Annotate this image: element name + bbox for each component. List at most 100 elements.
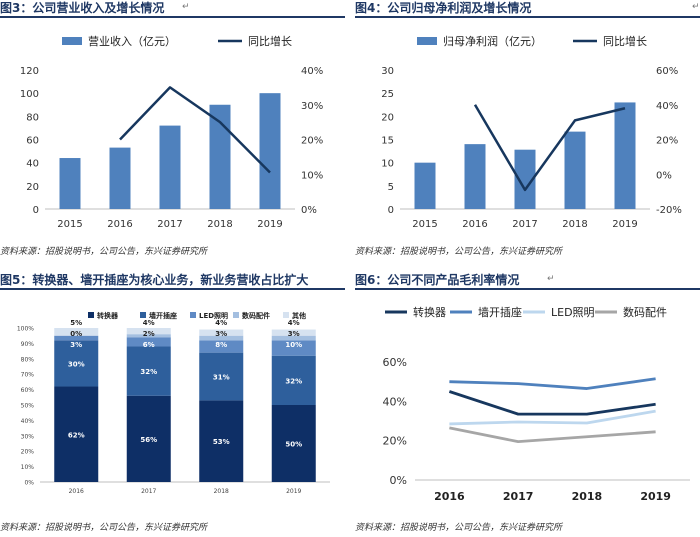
figure-3-title-rule bbox=[0, 16, 345, 18]
left-axis-tick: 90% bbox=[21, 341, 35, 348]
legend-label: 转换器 bbox=[413, 305, 446, 319]
right-axis-tick: 20% bbox=[656, 136, 678, 147]
data-label: 3% bbox=[215, 330, 227, 338]
x-axis-tick: 2019 bbox=[612, 219, 637, 230]
stack-segment bbox=[199, 400, 244, 482]
legend-swatch bbox=[283, 312, 289, 318]
stack-segment bbox=[199, 340, 244, 353]
x-axis-tick: 2019 bbox=[257, 219, 282, 230]
stack-segment bbox=[271, 405, 316, 482]
left-axis-tick: 0 bbox=[388, 205, 394, 216]
bar bbox=[59, 158, 81, 209]
left-axis-tick: 70% bbox=[21, 372, 35, 379]
figure-6-panel: 图6：公司不同产品毛利率情况 ↵ 转换器 墙开插座 LED照明 数码配件 0% 20% 40… bbox=[355, 272, 700, 537]
bar bbox=[259, 93, 281, 209]
legend-label: 墙开插座 bbox=[478, 305, 522, 319]
stack-segment bbox=[199, 352, 244, 401]
figure-5-source: 资料来源：招股说明书，公司公告，东兴证券研究所 bbox=[0, 523, 208, 533]
stack-segment bbox=[271, 335, 316, 341]
series-line bbox=[449, 409, 656, 426]
bar bbox=[209, 104, 231, 209]
series-line bbox=[449, 377, 656, 390]
x-axis-tick: 2019 bbox=[640, 490, 671, 503]
left-axis-tick: 80% bbox=[21, 356, 35, 363]
data-label: 4% bbox=[143, 319, 155, 327]
left-axis-tick: 60% bbox=[383, 356, 407, 369]
legend-swatch bbox=[140, 312, 146, 318]
right-axis-tick: 0% bbox=[656, 170, 672, 181]
data-label: 10% bbox=[285, 341, 302, 349]
legend-swatch bbox=[88, 312, 94, 318]
right-axis-tick: 10% bbox=[301, 170, 323, 181]
figure-3-chart: 营业收入（亿元） 同比增长 0 20 40 60 80 100 120 0% 10% 20% 30% 40… bbox=[20, 34, 323, 230]
data-label: 3% bbox=[70, 341, 82, 349]
left-axis-tick: 0 bbox=[33, 205, 39, 216]
legend-bar-label: 归母净利润（亿元） bbox=[443, 34, 542, 48]
bar bbox=[414, 162, 436, 209]
left-axis-tick: 5 bbox=[388, 182, 394, 193]
legend-line-label: 同比增长 bbox=[248, 34, 292, 48]
data-label: 56% bbox=[140, 436, 157, 444]
x-axis-tick: 2017 bbox=[157, 219, 182, 230]
left-axis-tick: 40% bbox=[383, 395, 407, 408]
stack-segment bbox=[54, 386, 99, 482]
stack-segment bbox=[199, 329, 244, 336]
left-axis-tick: 60% bbox=[21, 387, 35, 394]
data-label: 4% bbox=[288, 319, 300, 327]
series-line bbox=[448, 390, 656, 416]
figure-4-title-rule bbox=[355, 16, 700, 18]
x-axis-tick: 2019 bbox=[286, 488, 301, 495]
left-axis-tick: 20% bbox=[21, 449, 35, 456]
x-axis-tick: 2018 bbox=[562, 219, 587, 230]
right-axis-tick: 40% bbox=[301, 66, 323, 77]
left-axis-tick: 80 bbox=[26, 112, 39, 123]
x-axis-tick: 2015 bbox=[412, 219, 437, 230]
legend-bar-swatch bbox=[62, 37, 82, 45]
left-axis-tick: 15 bbox=[381, 136, 394, 147]
left-axis-tick: 50% bbox=[21, 403, 35, 410]
legend-label: 墙开插座 bbox=[149, 311, 177, 320]
data-label: 32% bbox=[285, 377, 302, 385]
figure-5-chart: 转换器 墙开插座 LED照明 数码配件 其他 0% 10% 20% 30% 40% 50% 60% 70… bbox=[17, 311, 330, 495]
bar bbox=[514, 149, 536, 209]
left-axis-tick: 40 bbox=[26, 159, 39, 170]
left-axis-tick: 30 bbox=[381, 66, 394, 77]
legend-label: 其他 bbox=[292, 311, 306, 320]
x-axis-tick: 2016 bbox=[107, 219, 132, 230]
figure-3-title: 图3：公司营业收入及增长情况 bbox=[0, 1, 165, 15]
legend-label: LED照明 bbox=[199, 311, 228, 320]
x-axis-tick: 2016 bbox=[462, 219, 487, 230]
data-label: 53% bbox=[213, 438, 230, 446]
figure-6-source: 资料来源：招股说明书，公司公告，东兴证券研究所 bbox=[355, 523, 563, 533]
data-label: 31% bbox=[213, 374, 230, 382]
figure-4-title: 图4：公司归母净利润及增长情况 bbox=[355, 1, 532, 15]
stack-segment bbox=[126, 334, 171, 338]
series-line bbox=[449, 426, 656, 444]
data-label: 2% bbox=[143, 330, 155, 338]
data-label: 62% bbox=[68, 431, 85, 439]
left-axis-tick: 20 bbox=[381, 112, 394, 123]
growth-line bbox=[473, 104, 626, 192]
data-label: 50% bbox=[285, 441, 302, 449]
legend-label: 转换器 bbox=[97, 311, 119, 320]
left-axis-tick: 20% bbox=[383, 435, 407, 448]
stack-segment bbox=[54, 328, 99, 336]
stack-segment bbox=[126, 337, 171, 347]
left-axis-tick: 30% bbox=[21, 433, 35, 440]
x-axis-tick: 2018 bbox=[207, 219, 232, 230]
bar bbox=[564, 131, 586, 209]
legend-bar-swatch bbox=[417, 37, 437, 45]
legend-label: 数码配件 bbox=[623, 306, 667, 319]
figure-3-source: 资料来源：招股说明书，公司公告，东兴证券研究所 bbox=[0, 247, 208, 257]
return-mark: ↵ bbox=[547, 274, 555, 284]
x-axis-tick: 2015 bbox=[57, 219, 82, 230]
left-axis-tick: 10 bbox=[381, 159, 394, 170]
bar bbox=[159, 125, 181, 209]
stack-segment bbox=[271, 355, 316, 405]
left-axis-tick: 10% bbox=[21, 464, 35, 471]
left-axis-tick: 25 bbox=[381, 89, 394, 100]
data-label: 32% bbox=[140, 368, 157, 376]
legend-label: LED照明 bbox=[551, 306, 595, 319]
data-label: 8% bbox=[215, 341, 227, 349]
left-axis-tick: 100 bbox=[20, 89, 39, 100]
